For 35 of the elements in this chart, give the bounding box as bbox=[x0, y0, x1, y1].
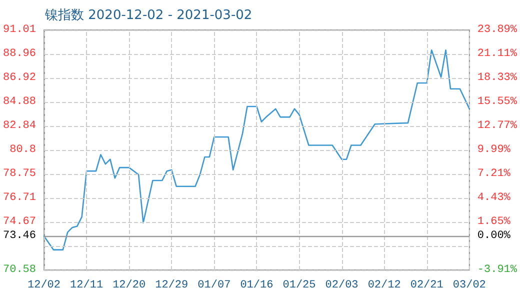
y-tick-label: 80.8 bbox=[10, 144, 36, 156]
x-tick-label: 12/29 bbox=[155, 280, 188, 292]
y2-tick-label: 23.89% bbox=[477, 24, 518, 36]
y-tick-label: 70.58 bbox=[2, 264, 36, 276]
y2-tick-label: 9.99% bbox=[477, 144, 511, 156]
y-tick-label: 82.84 bbox=[2, 120, 36, 132]
x-tick-label: 03/02 bbox=[452, 280, 486, 292]
y2-tick-label: 21.11% bbox=[477, 48, 518, 60]
y2-tick-label: 18.33% bbox=[477, 72, 518, 84]
y-tick-label: 78.75 bbox=[2, 168, 36, 180]
y-tick-label: 91.01 bbox=[2, 24, 36, 36]
y-tick-label: 73.46 bbox=[2, 230, 36, 242]
y2-tick-label: 1.65% bbox=[477, 216, 511, 228]
y2-tick-label: 0.00% bbox=[477, 230, 511, 242]
y-tick-label: 76.71 bbox=[2, 192, 36, 204]
line-series bbox=[43, 49, 470, 250]
x-tick-label: 12/11 bbox=[70, 280, 104, 292]
x-tick-label: 01/07 bbox=[198, 280, 231, 292]
y-tick-label: 86.92 bbox=[2, 72, 36, 84]
chart-title: 镍指数 2020-12-02 - 2021-03-02 bbox=[44, 8, 252, 23]
y-tick-label: 88.96 bbox=[2, 48, 36, 60]
x-tick-label: 02/21 bbox=[410, 280, 444, 292]
y2-tick-label: 4.43% bbox=[477, 192, 511, 204]
x-tick-label: 02/12 bbox=[368, 280, 401, 292]
y-tick-label: 74.67 bbox=[2, 216, 36, 228]
x-tick-label: 01/16 bbox=[240, 280, 274, 292]
x-tick-label: 12/20 bbox=[112, 280, 146, 292]
y2-tick-label: 12.77% bbox=[477, 120, 518, 132]
x-tick-label: 01/25 bbox=[282, 280, 316, 292]
y2-tick-label: 7.21% bbox=[477, 168, 511, 180]
x-tick-label: 02/03 bbox=[325, 280, 358, 292]
x-tick-label: 12/02 bbox=[28, 280, 61, 292]
y2-tick-label: 15.55% bbox=[477, 96, 518, 108]
y-tick-label: 84.88 bbox=[2, 96, 36, 108]
y2-tick-label: -3.91% bbox=[477, 264, 518, 276]
